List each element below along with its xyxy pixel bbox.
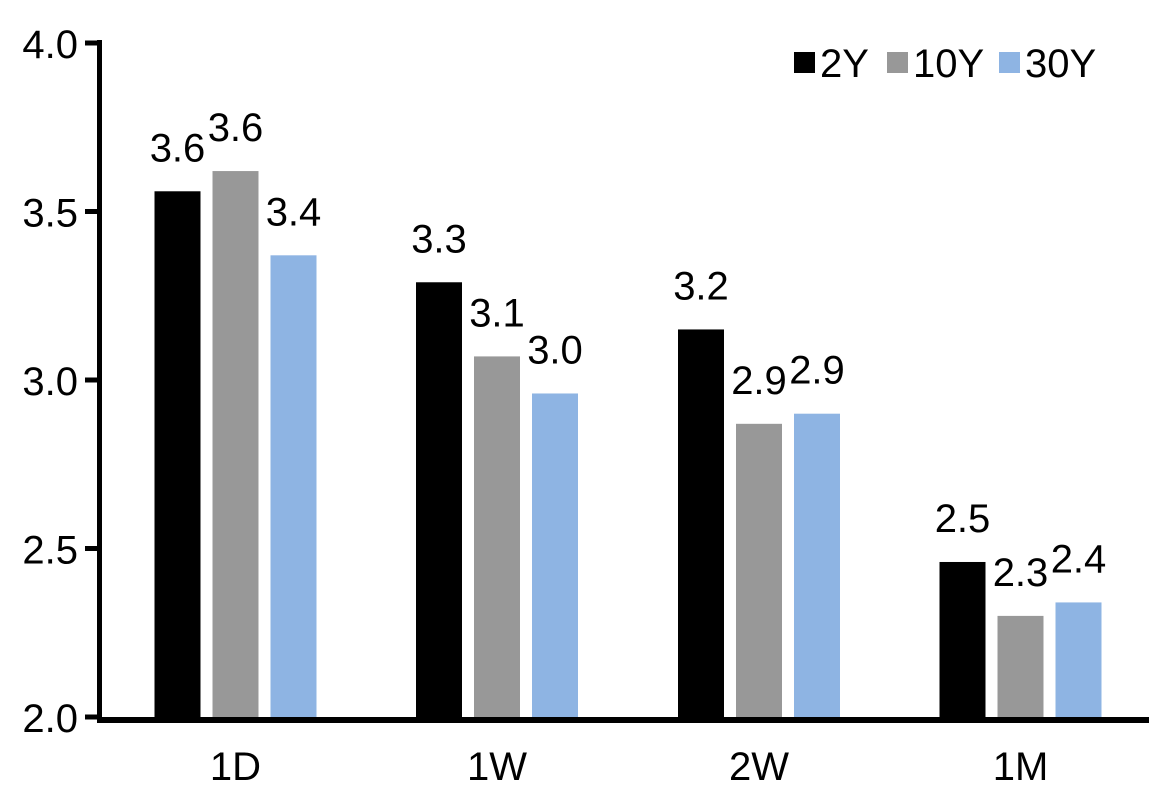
y-axis-tick-label: 4.0 [22, 23, 78, 67]
bar-value-label-2Y-2W: 3.2 [673, 264, 729, 308]
bar-value-label-30Y-2W: 2.9 [789, 349, 845, 393]
y-axis-tick [85, 714, 100, 720]
y-axis-tick [85, 209, 100, 214]
bar-30Y-1W [532, 393, 578, 717]
bar-10Y-1M [997, 615, 1044, 717]
x-category-label-1M: 1M [993, 745, 1049, 789]
legend-label-2Y: 2Y [820, 42, 869, 86]
bar-value-label-2Y-1W: 3.3 [411, 217, 467, 261]
legend-label-30Y: 30Y [1025, 42, 1096, 86]
y-axis-tick-label: 3.5 [22, 192, 78, 236]
y-axis-tick-label: 2.5 [22, 529, 78, 573]
legend-swatch-2Y [794, 52, 815, 73]
bar-value-label-2Y-1M: 2.5 [935, 497, 991, 541]
y-axis-tick [85, 40, 100, 46]
bar-value-label-10Y-2W: 2.9 [731, 359, 787, 403]
bar-2Y-2W [678, 329, 724, 717]
bar-30Y-2W [794, 413, 840, 717]
y-axis-tick-label: 3.0 [22, 360, 78, 404]
bar-value-label-30Y-1W: 3.0 [527, 328, 583, 372]
bar-2Y-1D [154, 191, 201, 717]
legend-label-10Y: 10Y [913, 42, 984, 86]
bar-value-label-10Y-1W: 3.1 [469, 291, 525, 335]
bar-value-label-2Y-1D: 3.6 [150, 126, 206, 170]
bar-10Y-1W [474, 356, 520, 717]
x-category-label-1W: 1W [467, 745, 527, 789]
bar-value-label-30Y-1D: 3.4 [266, 190, 322, 234]
bar-10Y-2W [736, 423, 782, 717]
x-axis-line [97, 717, 1149, 723]
y-axis-tick-label: 2.0 [22, 697, 78, 741]
bar-2Y-1M [939, 561, 986, 717]
legend-swatch-30Y [999, 52, 1020, 73]
legend-swatch-10Y [887, 52, 908, 73]
x-category-label-2W: 2W [729, 745, 789, 789]
bar-value-label-10Y-1M: 2.3 [993, 551, 1049, 595]
x-category-label-1D: 1D [210, 745, 261, 789]
bar-30Y-1D [270, 255, 317, 717]
bar-30Y-1M [1055, 602, 1102, 717]
bar-2Y-1W [416, 282, 462, 717]
y-axis-tick [85, 377, 100, 383]
y-axis-tick [85, 546, 100, 551]
bar-value-label-10Y-1D: 3.6 [208, 106, 264, 150]
bar-value-label-30Y-1M: 2.4 [1051, 537, 1107, 581]
bar-10Y-1D [212, 171, 259, 717]
